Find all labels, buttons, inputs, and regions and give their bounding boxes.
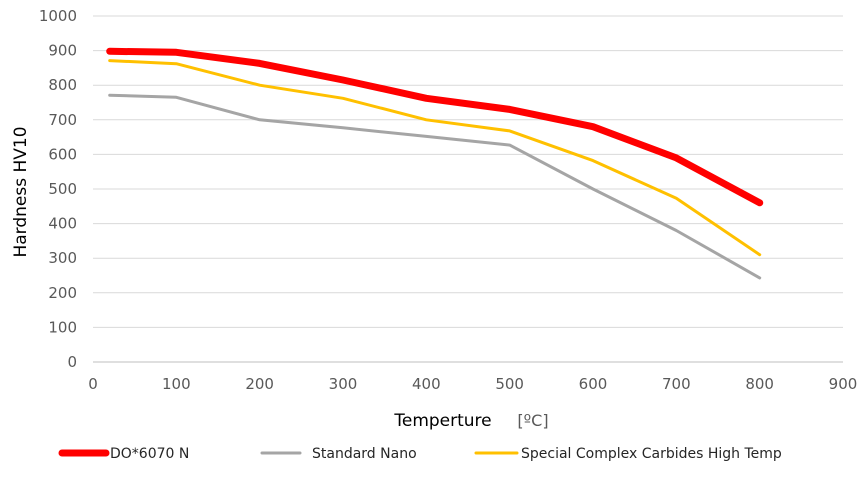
legend-label-2: Special Complex Carbides High Temp	[521, 446, 782, 462]
y-tick-label: 1000	[39, 7, 77, 25]
y-tick-label: 100	[48, 318, 77, 336]
x-axis-unit: [ºC]	[517, 411, 548, 430]
legend: DO*6070 N Standard Nano Special Complex Ca…	[58, 446, 782, 462]
y-tick-label: 200	[48, 284, 77, 302]
x-tick-label: 800	[745, 375, 774, 393]
y-tick-label: 500	[48, 180, 77, 198]
x-tick-label: 200	[245, 375, 274, 393]
x-tick-label: 600	[579, 375, 608, 393]
y-axis-title: Hardness HV10	[11, 126, 31, 257]
series-line-2	[108, 59, 762, 257]
y-tick-label: 900	[48, 42, 77, 60]
series-line-1	[108, 93, 762, 280]
y-tick-label: 400	[48, 215, 77, 233]
y-tick-label: 700	[48, 111, 77, 129]
gridlines	[93, 15, 843, 363]
y-tick-label: 0	[67, 353, 77, 371]
x-tick-label: 300	[329, 375, 358, 393]
x-axis-title: Temperture	[393, 411, 491, 431]
legend-label-1: Standard Nano	[312, 446, 417, 462]
tick-labels: 0 100 200 300 400 500 600 700 800 900 1000 0 100 200 3…	[39, 7, 858, 393]
y-tick-label: 600	[48, 145, 77, 163]
x-tick-label: 900	[829, 375, 858, 393]
x-tick-label: 0	[88, 375, 98, 393]
x-tick-label: 400	[412, 375, 441, 393]
y-tick-label: 800	[48, 76, 77, 94]
x-tick-label: 700	[662, 375, 691, 393]
x-tick-label: 100	[162, 375, 191, 393]
series-line-0	[106, 47, 764, 207]
y-tick-label: 300	[48, 249, 77, 267]
legend-label-0: DO*6070 N	[110, 446, 189, 462]
x-tick-label: 500	[495, 375, 524, 393]
series-lines	[106, 47, 764, 280]
